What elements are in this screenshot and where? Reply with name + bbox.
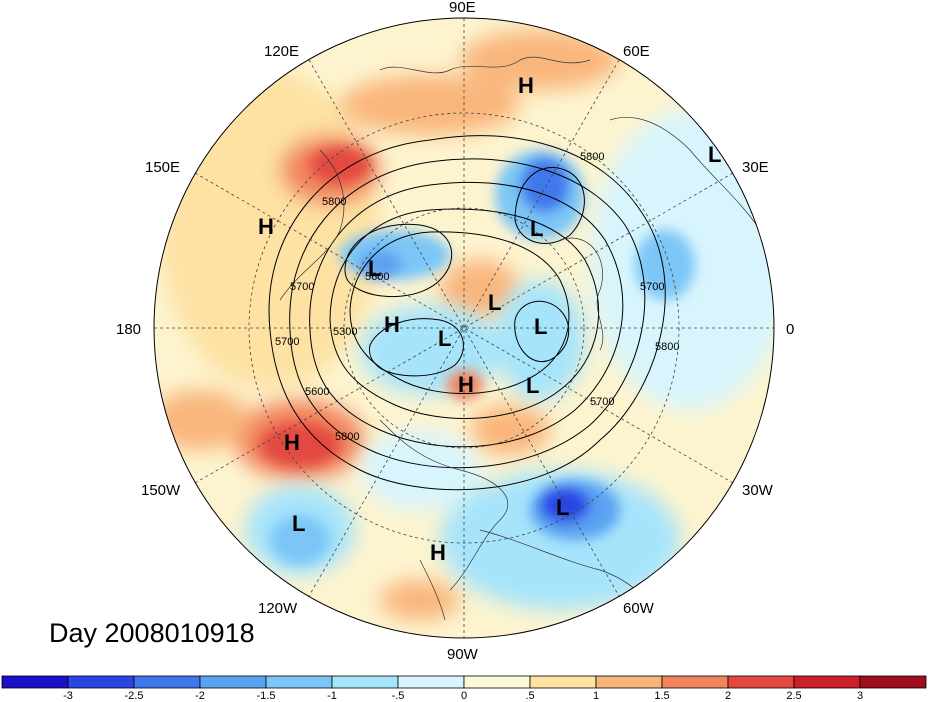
colorbar-tick-label: -1: [327, 690, 337, 702]
colorbar-tick-label: -2: [195, 690, 205, 702]
low-center: L: [438, 326, 451, 351]
lon-label-60e: 60E: [623, 43, 650, 60]
colorbar-swatch: [661, 675, 729, 689]
colorbar-tick-label: 0: [461, 690, 467, 702]
low-center: L: [526, 373, 539, 398]
contour-label-8: 5700: [640, 281, 664, 293]
lon-label-60w: 60W: [623, 600, 655, 617]
high-center: H: [384, 312, 400, 337]
low-center: L: [368, 256, 381, 281]
colorbar-swatch: [331, 675, 399, 689]
low-center: L: [708, 142, 721, 167]
low-center: L: [534, 314, 547, 339]
low-center: L: [530, 216, 543, 241]
colorbar-tick-label: -.5: [392, 690, 405, 702]
colorbar-swatch: [529, 675, 597, 689]
contour-label-6: 5600: [305, 386, 329, 398]
colorbar-swatch: [1, 675, 69, 689]
lon-label-30w: 30W: [742, 482, 774, 499]
coastlines: [279, 56, 761, 621]
colorbar-swatch: [859, 675, 927, 689]
colorbar-tick-label: 3: [857, 690, 863, 702]
lon-label-90e: 90E: [449, 0, 476, 16]
lon-label-120e: 120E: [264, 43, 299, 60]
high-center: H: [430, 540, 446, 565]
map-boundary: [153, 17, 775, 639]
contour-label-2: 5800: [580, 151, 604, 163]
colorbar-tick-label: 2: [725, 690, 731, 702]
colorbar-swatch: [133, 675, 201, 689]
colorbar-swatch: [397, 675, 465, 689]
lon-label-180: 180: [116, 321, 141, 338]
contour-label-5: 5300: [333, 326, 357, 338]
lon-label-30e: 30E: [742, 159, 769, 176]
colorbar: -3 -2.5 -2 -1.5 -1 -.5 0 .5 1 1.5 2 2.5 3: [1, 675, 927, 702]
lon-label-120w: 120W: [258, 600, 298, 617]
colorbar-tick-label: -1.5: [257, 690, 276, 702]
high-center: H: [284, 430, 300, 455]
contour-label-7: 5800: [335, 431, 359, 443]
height-contours: [268, 135, 666, 491]
longitude-labels: 90E 60E 30E 0 30W 60W 90W 120W 150W 180 …: [116, 0, 794, 663]
high-center: H: [458, 372, 474, 397]
high-center: H: [258, 214, 274, 239]
contour-label-11: 5600: [365, 271, 389, 283]
colorbar-swatch: [727, 675, 795, 689]
colorbar-tick-label: 1: [593, 690, 599, 702]
colorbar-tick-label: -3: [63, 690, 73, 702]
contour-label-4: 5700: [275, 336, 299, 348]
lon-label-150w: 150W: [141, 482, 181, 499]
lon-label-150e: 150E: [145, 159, 180, 176]
pressure-centers: H L H L H H L L L H L H L L L: [258, 73, 721, 565]
contour-labels: 5800 5800 5700 5700 5300 5600 5800 5700 …: [275, 151, 679, 443]
colorbar-swatch: [793, 675, 861, 689]
high-center: H: [518, 73, 534, 98]
colorbar-swatch: [595, 675, 663, 689]
colorbar-swatch: [199, 675, 267, 689]
colorbar-tick-label: -2.5: [125, 690, 144, 702]
date-label: Day 2008010918: [49, 618, 255, 648]
colorbar-tick-label: 2.5: [786, 690, 801, 702]
low-center: L: [556, 495, 569, 520]
colorbar-tick-label: 1.5: [654, 690, 669, 702]
contour-label-10: 5700: [590, 396, 614, 408]
contour-label-3: 5700: [290, 281, 314, 293]
colorbar-swatch: [67, 675, 135, 689]
low-center: L: [488, 290, 501, 315]
colorbar-tick-label: .5: [525, 690, 534, 702]
contour-label-9: 5800: [655, 341, 679, 353]
lon-label-90w: 90W: [447, 646, 479, 663]
graticule: [154, 18, 774, 638]
low-center: L: [292, 511, 305, 536]
contour-label-1: 5800: [322, 196, 346, 208]
colorbar-swatch: [463, 675, 531, 689]
lon-label-0: 0: [786, 321, 794, 338]
colorbar-swatch: [265, 675, 333, 689]
anomaly-shading: [154, 18, 774, 638]
